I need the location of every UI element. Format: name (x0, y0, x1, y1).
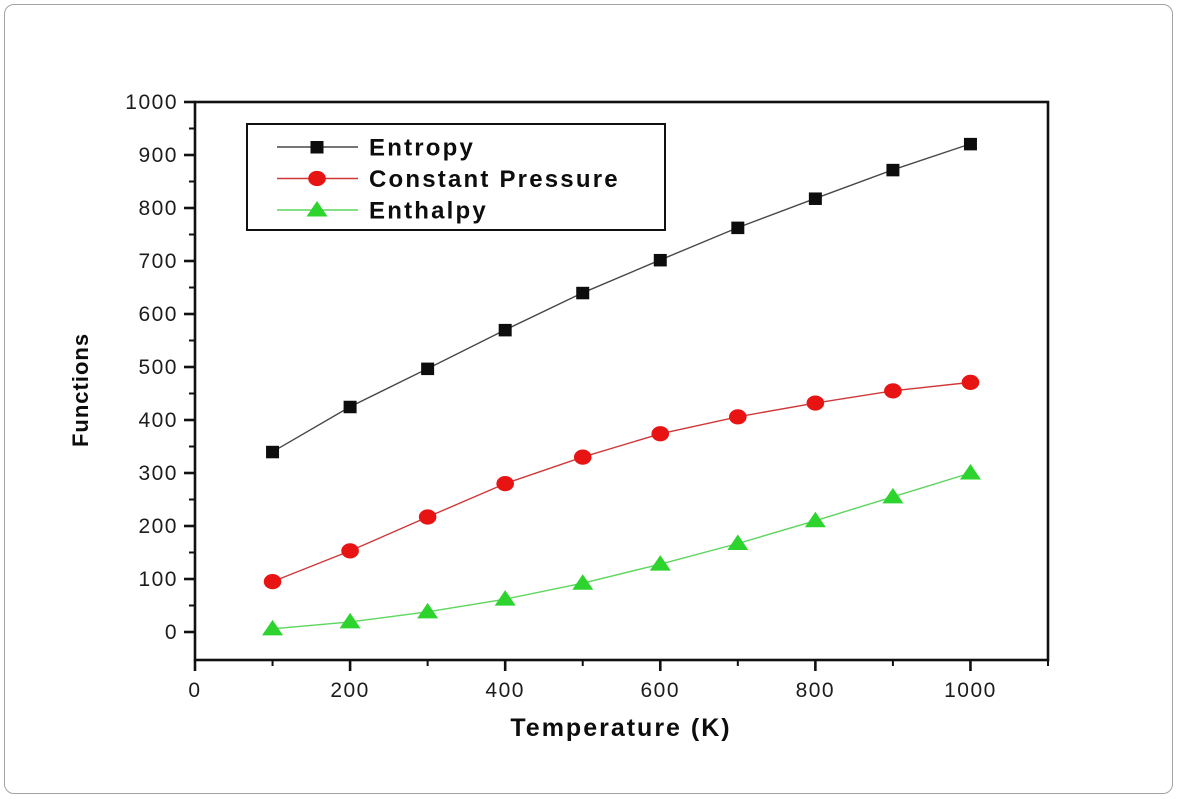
data-series (262, 137, 981, 636)
marker-enthalpy (417, 602, 439, 619)
marker-constant-pressure (263, 574, 282, 590)
legend-square-icon (310, 141, 324, 154)
series-entropy (266, 137, 977, 459)
series-enthalpy (262, 464, 981, 636)
y-tick-label: 200 (138, 515, 178, 538)
x-axis-title: Temperature (K) (510, 714, 731, 742)
x-tick-label: 0 (188, 679, 201, 702)
y-tick-label: 800 (138, 197, 178, 220)
marker-entropy (653, 253, 667, 267)
marker-entropy (266, 445, 280, 459)
y-tick-label: 900 (138, 144, 178, 167)
marker-entropy (421, 362, 435, 376)
legend-label: Constant Pressure (369, 166, 620, 193)
marker-enthalpy (804, 511, 826, 528)
legend-label: Enthalpy (369, 198, 488, 225)
legend-item-entropy: Entropy (277, 135, 475, 162)
marker-enthalpy (494, 590, 516, 606)
marker-constant-pressure (729, 409, 747, 425)
y-tick-label: 600 (138, 303, 178, 326)
y-tick-label: 100 (138, 568, 178, 591)
marker-entropy (498, 323, 512, 337)
series-line-enthalpy (272, 472, 971, 630)
x-tick-label: 800 (796, 679, 836, 702)
series-line-entropy (272, 143, 971, 453)
marker-constant-pressure (418, 509, 437, 525)
y-tick-label: 400 (138, 409, 178, 432)
y-tick-label: 500 (138, 356, 178, 379)
plot-frame (193, 100, 1050, 662)
legend: Entropy Constant Pressure Enthalpy (246, 123, 666, 231)
y-tick-label: 0 (165, 621, 178, 644)
y-tick-label: 1000 (125, 91, 178, 114)
marker-enthalpy (572, 574, 594, 590)
marker-constant-pressure (806, 395, 825, 411)
marker-constant-pressure (651, 426, 670, 442)
marker-entropy (343, 400, 357, 414)
marker-constant-pressure (884, 383, 902, 399)
legend-item-constant-pressure: Constant Pressure (277, 166, 620, 193)
y-tick-label: 700 (138, 250, 178, 273)
marker-entropy (886, 163, 900, 177)
x-tick-label: 400 (485, 679, 525, 702)
marker-entropy (576, 286, 590, 300)
marker-enthalpy (727, 534, 749, 550)
series-line-constant-pressure (272, 381, 971, 583)
marker-enthalpy (339, 612, 361, 629)
x-tick-label: 1000 (944, 679, 997, 702)
legend-circle-icon (308, 170, 326, 187)
marker-enthalpy (262, 619, 284, 636)
marker-constant-pressure (341, 543, 359, 559)
y-tick-label: 300 (138, 462, 178, 485)
y-axis-title: Functions (68, 333, 93, 447)
legend-label: Entropy (369, 135, 475, 162)
tick-labels: 0 200 400 600 800 1000 0 100 200 300 400 500 600 700 8… (125, 91, 997, 702)
marker-enthalpy (959, 464, 981, 480)
x-tick-label: 200 (330, 679, 370, 702)
legend-triangle-icon (306, 201, 328, 217)
series-constant-pressure (263, 374, 980, 590)
marker-entropy (963, 137, 977, 151)
marker-entropy (731, 221, 745, 235)
legend-item-enthalpy: Enthalpy (277, 198, 488, 225)
marker-enthalpy (882, 487, 904, 504)
legend-items: Entropy Constant Pressure Enthalpy (277, 135, 620, 225)
marker-constant-pressure (961, 374, 980, 390)
x-tick-label: 600 (640, 679, 680, 702)
marker-constant-pressure (573, 449, 592, 465)
marker-enthalpy (649, 555, 671, 571)
marker-constant-pressure (496, 476, 514, 492)
marker-entropy (808, 192, 822, 205)
